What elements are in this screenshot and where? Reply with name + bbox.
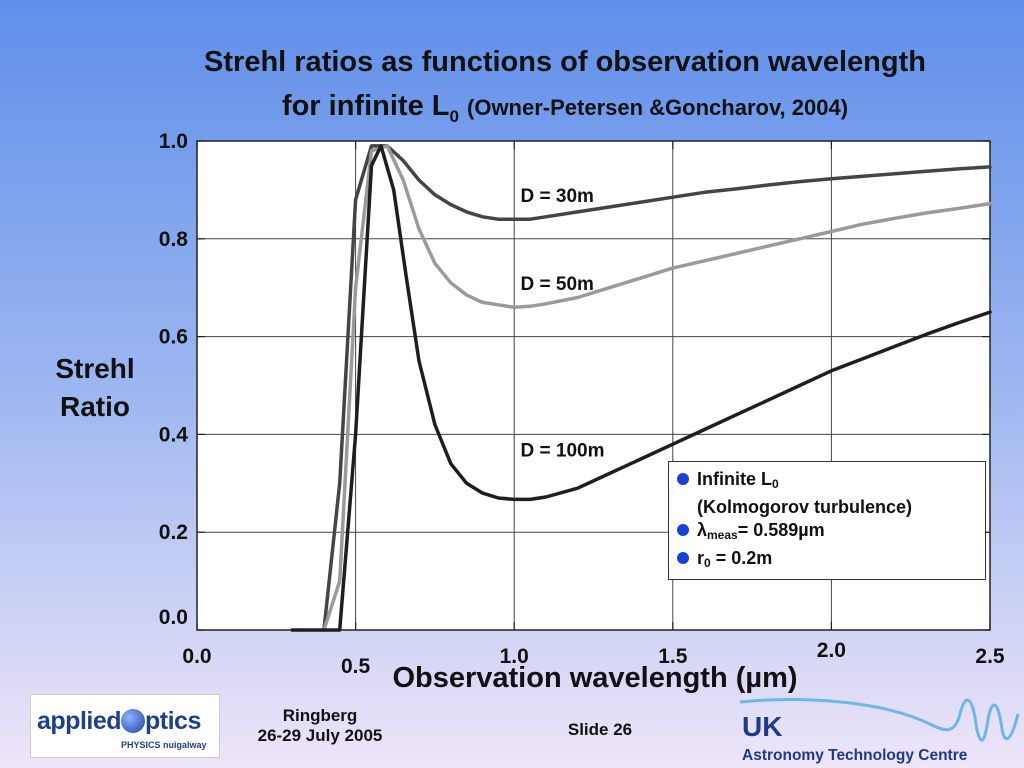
y-tick-label: 0.0 — [159, 606, 188, 629]
uk-logo-line1: UK — [742, 711, 782, 742]
legend-item3-sub: 0 — [704, 556, 711, 570]
legend-item1-main: Infinite L — [697, 469, 772, 489]
uk-atc-logo: UK Astronomy Technology Centre — [740, 698, 1020, 764]
y-axis-label: Strehl Ratio — [55, 353, 135, 422]
y-tick-label: 0.4 — [159, 423, 189, 446]
x-tick-label: 1.5 — [658, 645, 688, 668]
title-line-1: Strehl ratios as functions of observatio… — [204, 46, 926, 78]
legend-item2-main: λ — [697, 520, 708, 540]
bullet-icon — [677, 473, 689, 485]
y-tick-label: 1.0 — [159, 130, 188, 153]
title-l-subscript: 0 — [449, 106, 459, 126]
legend-item-lambda: λmeas= 0.589µm — [677, 519, 977, 547]
bullet-icon — [677, 552, 689, 564]
legend-item1-line2: (Kolmogorov turbulence) — [697, 497, 912, 517]
uk-logo-line2: Astronomy Technology Centre — [742, 747, 968, 764]
wave-icon — [740, 698, 1020, 742]
slide-title: Strehl ratios as functions of observatio… — [130, 40, 1000, 139]
title-citation: (Owner-Petersen &Goncharov, 2004) — [467, 95, 849, 120]
curve-label-d100: D = 100m — [521, 440, 605, 461]
legend-item1-sub: 0 — [772, 477, 779, 491]
series-line-2 — [322, 144, 992, 632]
bullet-icon — [677, 524, 689, 536]
venue-info: Ringberg 26-29 July 2005 — [240, 706, 400, 746]
curve-label-d30: D = 30m — [521, 186, 594, 207]
y-tick-label: 0.6 — [159, 326, 188, 349]
globe-icon — [121, 709, 146, 733]
legend-item-infinite-l0: Infinite L0 (Kolmogorov turbulence) — [677, 468, 977, 519]
y-tick-label: 0.8 — [159, 228, 189, 251]
venue-name: Ringberg — [282, 706, 358, 725]
logo-subtext: PHYSICS nuigalway — [121, 740, 207, 750]
x-tick-label: 1.0 — [500, 645, 529, 668]
venue-dates: 26-29 July 2005 — [257, 726, 383, 745]
chart-legend: Infinite L0 (Kolmogorov turbulence) λmea… — [668, 461, 986, 580]
logo-text-part2: ptics — [145, 707, 201, 735]
plot-frame — [196, 140, 991, 631]
legend-item3-main: r — [697, 548, 705, 568]
series-line-3 — [290, 144, 992, 632]
x-axis-label: Observation wavelength (µm) — [392, 662, 798, 694]
y-tick-label: 0.2 — [159, 521, 188, 544]
x-tick-label: 2.5 — [975, 645, 1005, 668]
legend-item2-sub: meas — [707, 528, 738, 542]
title-infinite-l: for infinite L — [281, 90, 450, 122]
slide-number: Slide 26 — [567, 720, 633, 739]
x-tick-label: 0.0 — [182, 645, 211, 668]
title-line-2: for infinite L0 (Owner-Petersen &Gonchar… — [130, 84, 1000, 139]
x-tick-label: 2.0 — [817, 639, 846, 662]
applied-optics-logo: applied ptics PHYSICS nuigalway — [30, 694, 220, 758]
legend-item-r0: r0 = 0.2m — [677, 547, 977, 575]
legend-item2-rest: = 0.589µm — [737, 520, 825, 540]
legend-item3-rest: = 0.2m — [710, 548, 773, 568]
series-line-1 — [322, 144, 992, 632]
logo-text-part1: applied — [37, 707, 122, 735]
x-tick-label: 0.5 — [341, 655, 371, 678]
curve-label-d50: D = 50m — [521, 274, 594, 295]
